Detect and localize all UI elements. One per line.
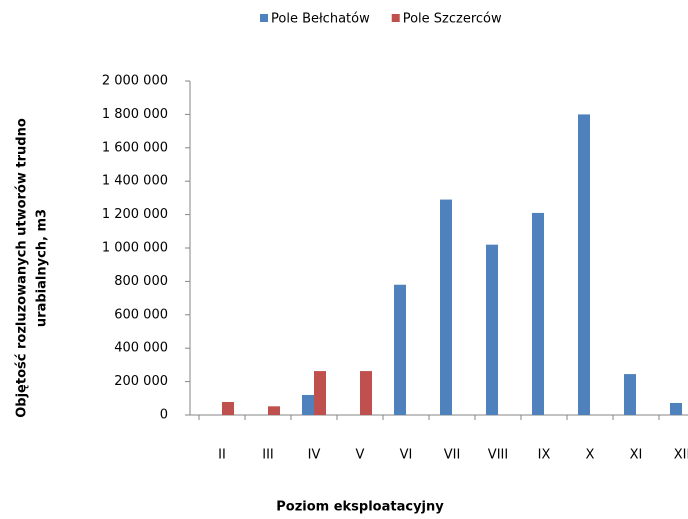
x-tick-label: V	[356, 448, 365, 463]
y-axis-title-line: Objętość rozluzowanych utworów trudno	[15, 118, 30, 418]
x-tick-label: III	[262, 448, 274, 463]
legend-swatch	[391, 14, 400, 22]
bar	[486, 244, 498, 415]
x-tick-label: X	[586, 448, 595, 463]
bar	[222, 401, 234, 415]
y-tick-label: 400 000	[114, 341, 168, 356]
x-tick-label: VI	[400, 448, 413, 463]
x-axis-title: Poziom eksploatacyjny	[276, 500, 444, 515]
bar	[532, 212, 544, 415]
bar	[578, 114, 590, 416]
y-tick-label: 2 000 000	[102, 74, 168, 89]
bar	[624, 374, 636, 415]
x-tick-label: XII	[674, 448, 688, 463]
x-tick-label: IX	[538, 448, 551, 463]
y-tick-label: 600 000	[114, 307, 168, 322]
legend-swatch	[260, 14, 268, 22]
y-tick-label: 1 600 000	[102, 140, 168, 155]
x-tick-label: IV	[308, 448, 321, 463]
y-tick-label: 800 000	[114, 274, 168, 289]
bar	[394, 284, 406, 415]
legend-label: Pole Bełchatów	[271, 12, 370, 27]
bar	[440, 199, 452, 415]
x-tick-label: XI	[630, 448, 643, 463]
y-tick-label: 1 800 000	[102, 107, 168, 122]
x-tick-label: VIII	[488, 448, 508, 463]
x-tick-label: VII	[444, 448, 461, 463]
y-tick-label: 1 000 000	[102, 241, 168, 256]
bar	[670, 402, 682, 415]
bar	[360, 371, 372, 415]
bar	[302, 394, 314, 415]
x-tick-label: II	[218, 448, 226, 463]
bar	[314, 371, 326, 415]
y-tick-label: 200 000	[114, 374, 168, 389]
y-tick-label: 0	[160, 408, 168, 423]
bar	[268, 406, 280, 415]
legend-label: Pole Szczerców	[403, 12, 502, 27]
y-axis-title-line: urabialnych, m3	[35, 209, 50, 327]
y-tick-label: 1 200 000	[102, 207, 168, 222]
y-axis-title: Objętość rozluzowanych utworów trudno ur…	[15, 118, 50, 418]
y-tick-label: 1 400 000	[102, 174, 168, 189]
